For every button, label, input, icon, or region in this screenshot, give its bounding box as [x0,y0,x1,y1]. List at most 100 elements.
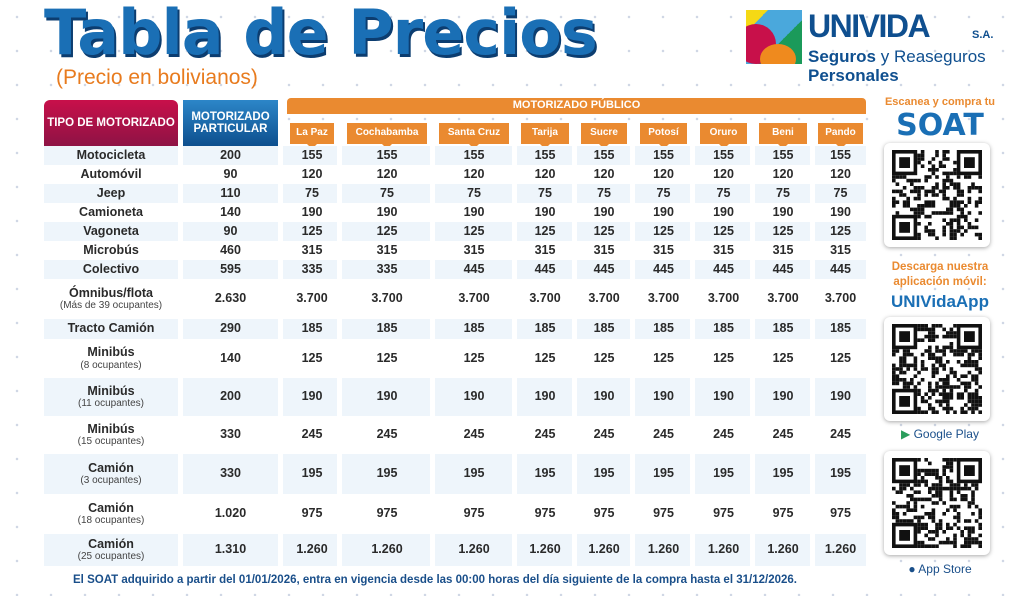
public-price-cell: 120 [653,166,674,181]
vehicle-capacity-note: (18 ocupantes) [77,515,145,527]
public-price-cell: 315 [301,242,323,257]
column-gap [512,260,517,279]
app-name: UNIVidaApp [891,292,989,311]
header-city: La Paz [290,123,334,149]
column-gap [866,222,871,241]
column-gap [337,534,342,566]
column-gap [512,279,517,319]
public-price-cell: 975 [463,506,485,521]
public-price-cell: 245 [772,427,794,442]
public-price-cell: 125 [301,223,323,238]
public-price-cell: 75 [305,185,319,200]
vehicle-type: Minibús [87,421,135,436]
google-play-qr-code[interactable] [884,317,990,421]
column-gap [810,222,815,241]
logo-tagline-2: Personales [808,66,899,85]
public-price-cell: 195 [772,466,794,481]
column-gap [866,203,871,222]
public-price-cell: 190 [376,204,398,219]
column-gap [810,494,815,534]
public-price-cell: 195 [593,466,615,481]
column-gap [430,319,435,339]
column-gap [750,416,755,454]
public-price-cell: 155 [593,147,615,162]
public-price-cell: 315 [713,242,734,257]
public-price-cell: 3.700 [647,291,680,306]
public-price-cell: 975 [376,506,398,521]
public-price-cell: 190 [830,204,851,219]
vehicle-type: Automóvil [80,166,142,181]
column-gap [690,146,695,165]
public-price-cell: 3.700 [707,291,740,306]
column-gap [810,454,815,494]
column-gap [278,260,283,279]
column-gap [690,222,695,241]
public-price-cell: 445 [772,261,794,276]
public-price-cell: 245 [463,427,485,442]
app-store-link[interactable]: ● App Store [870,562,1010,576]
column-gap [810,339,815,378]
private-price-cell: 290 [220,321,241,336]
public-price-cell: 125 [376,350,398,365]
public-price-cell: 3.700 [296,291,328,306]
column-gap [337,241,342,260]
row-band [44,319,870,339]
column-gap [572,241,577,260]
column-gap [512,241,517,260]
public-price-cell: 245 [713,427,734,442]
column-gap [866,416,871,454]
column-gap [430,260,435,279]
qr-pattern [892,458,982,548]
column-gap [630,146,635,165]
download-label-2: aplicación móvil: [893,276,987,288]
vehicle-capacity-note: (25 ocupantes) [77,551,145,563]
column-gap [630,319,635,339]
price-table: TIPO DE MOTORIZADO MOTORIZADO PARTICULAR M… [44,96,871,568]
public-price-cell: 245 [534,427,556,442]
vehicle-type: Vagoneta [83,223,139,238]
column-gap [750,378,755,416]
validity-note: El SOAT adquirido a partir del 01/01/202… [73,574,797,586]
column-gap [430,494,435,534]
column-gap [178,184,183,203]
header-vehicle-type: TIPO DE MOTORIZADO [44,100,178,151]
column-gap [750,222,755,241]
public-price-cell: 975 [830,506,851,521]
public-price-cell: 190 [301,389,323,404]
vehicle-type-cell: Automóvil [44,165,178,184]
column-gap [512,165,517,184]
univida-logo: UNIVIDA S.A. Seguros y Reaseguros Person… [746,8,996,88]
public-price-cell: 190 [713,204,734,219]
app-store-qr-code[interactable] [884,451,990,555]
row-band [44,146,870,165]
vehicle-type: Motocicleta [76,147,146,162]
column-gap [337,146,342,165]
column-gap [178,454,183,494]
google-play-link[interactable]: ▶ Google Play [870,427,1010,441]
column-gap [278,222,283,241]
public-price-cell: 1.260 [824,542,857,557]
column-gap [572,184,577,203]
public-price-cell: 190 [772,389,794,404]
column-gap [750,339,755,378]
public-price-cell: 185 [593,321,615,336]
column-gap [430,222,435,241]
column-gap [178,260,183,279]
column-gap [430,339,435,378]
column-gap [750,454,755,494]
column-gap [810,241,815,260]
public-price-cell: 445 [713,261,734,276]
public-price-cell: 155 [713,147,734,162]
public-price-cell: 445 [830,261,851,276]
column-gap [866,378,871,416]
public-price-cell: 1.260 [371,542,403,557]
column-gap [337,319,342,339]
public-price-cell: 190 [301,204,323,219]
column-gap [630,339,635,378]
public-price-cell: 190 [830,389,851,404]
soat-qr-code[interactable] [884,143,990,247]
column-gap [572,494,577,534]
public-price-cell: 245 [593,427,615,442]
column-gap [866,165,871,184]
public-price-cell: 125 [463,223,485,238]
